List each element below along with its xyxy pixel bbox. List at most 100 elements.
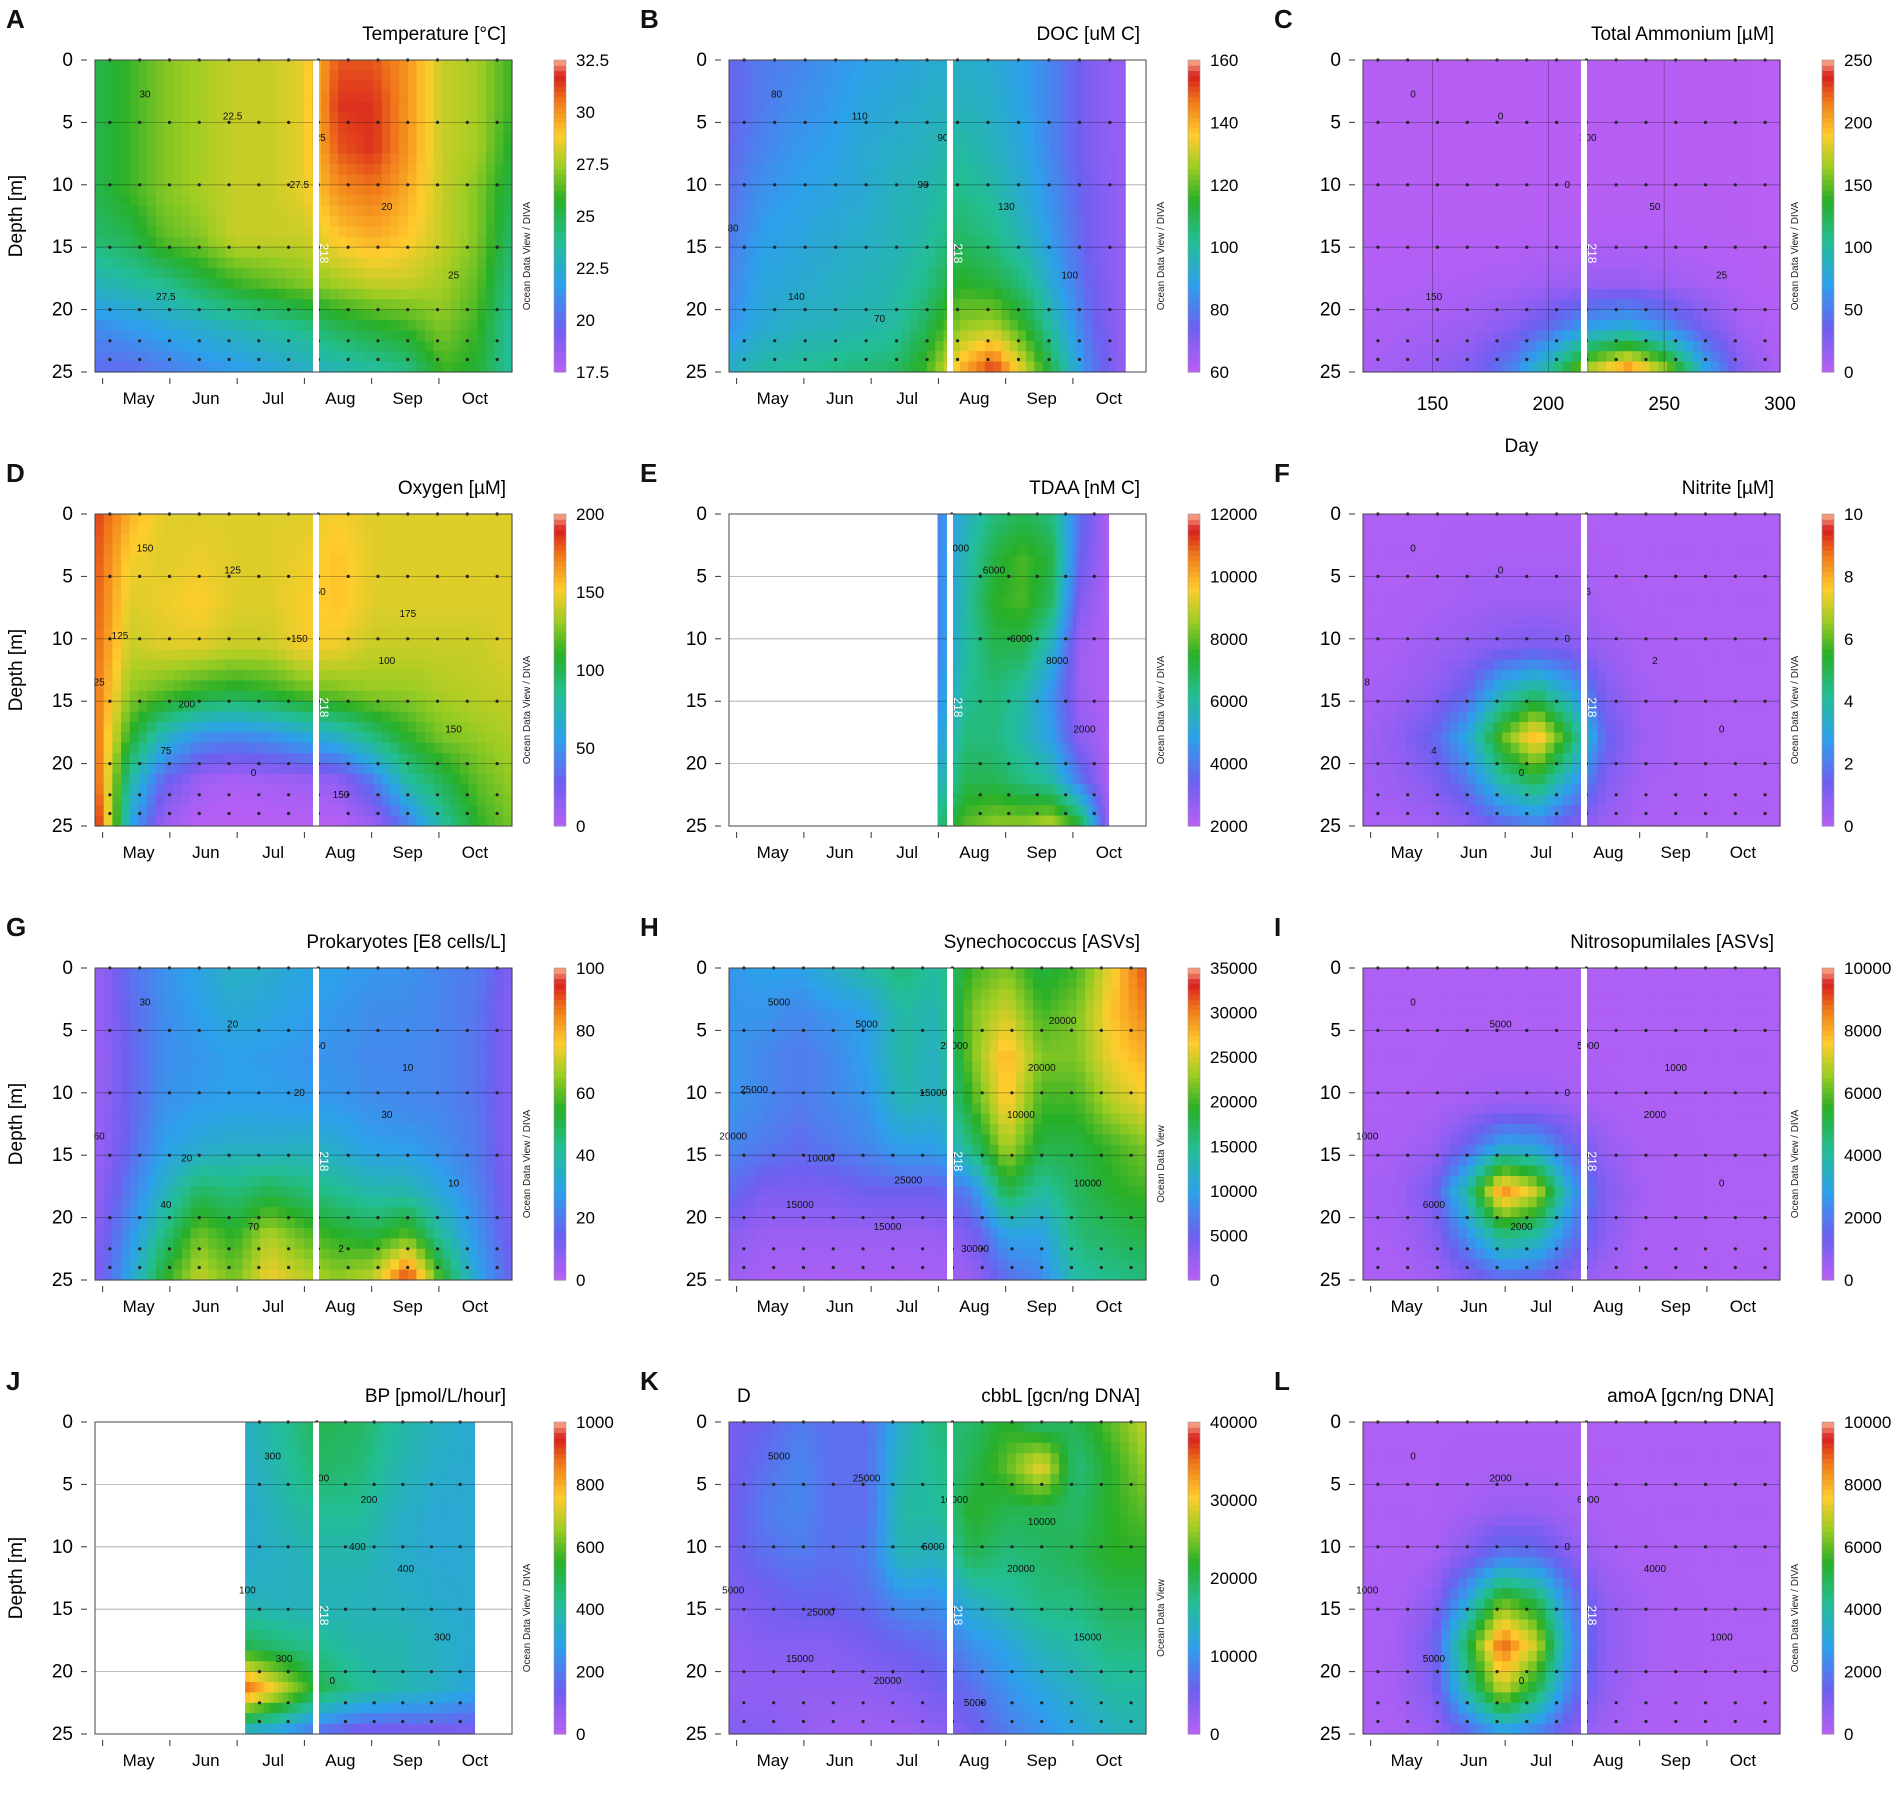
heatmap-field [95, 514, 513, 827]
heatmap-cell [1075, 330, 1085, 342]
colorbar-step [554, 80, 566, 87]
colorbar-step [1822, 304, 1834, 311]
heatmap-cell [935, 80, 945, 92]
heatmap-cell [268, 80, 279, 92]
heatmap-cell [95, 257, 105, 269]
heatmap-cell [968, 174, 978, 186]
heatmap-cell [95, 670, 105, 681]
heatmap-cell [112, 351, 122, 363]
heatmap-cell [737, 309, 747, 321]
heatmap-cell [425, 226, 435, 238]
heatmap-cell [381, 101, 391, 113]
heatmap-cell [234, 80, 244, 92]
heatmap-cell [234, 122, 244, 134]
heatmap-cell [1727, 174, 1738, 186]
heatmap-cell [729, 268, 738, 279]
sample-point [955, 245, 960, 249]
heatmap-cell [1067, 330, 1077, 342]
heatmap-cell [968, 351, 978, 363]
heatmap-cell [286, 247, 296, 259]
heatmap-cell [1536, 309, 1547, 321]
heatmap-cell [320, 80, 331, 92]
heatmap-cell [1484, 216, 1494, 227]
heatmap-cell [844, 143, 854, 155]
heatmap-cell [885, 174, 895, 186]
heatmap-cell [1475, 257, 1486, 269]
heatmap-cell [1467, 247, 1477, 259]
heatmap-cell [485, 257, 496, 269]
heatmap-cell [1614, 278, 1625, 290]
heatmap-cell [1009, 288, 1019, 300]
heatmap-cell [1363, 288, 1373, 300]
heatmap-cell [329, 236, 339, 248]
heatmap-cell [286, 101, 296, 113]
heatmap-cell [828, 236, 837, 248]
heatmap-cell [112, 268, 122, 279]
heatmap-cell [1658, 247, 1668, 259]
heatmap-cell [968, 91, 978, 103]
heatmap-cell [129, 278, 140, 290]
heatmap-cell [1432, 216, 1442, 227]
heatmap-cell [885, 268, 895, 279]
heatmap-cell [190, 60, 200, 71]
heatmap-cell [1092, 80, 1101, 92]
heatmap-cell [819, 195, 829, 207]
heatmap-cell [1042, 80, 1052, 92]
heatmap-cell [1389, 164, 1399, 175]
heatmap-cell [927, 122, 936, 134]
heatmap-cell [1658, 143, 1668, 155]
heatmap-cell [303, 268, 313, 279]
heatmap-cell [1116, 91, 1126, 103]
heatmap-cell [251, 361, 261, 373]
heatmap-cell [1545, 184, 1555, 196]
heatmap-cell [1571, 247, 1581, 259]
heatmap-cell [1009, 257, 1019, 269]
heatmap-cell [902, 195, 912, 207]
heatmap-cell [951, 143, 961, 155]
heatmap-cell [95, 361, 105, 373]
heatmap-cell [786, 70, 796, 82]
heatmap-cell [355, 309, 365, 321]
heatmap-cell [1536, 112, 1547, 123]
heatmap-cell [129, 330, 140, 342]
heatmap-cell [1588, 330, 1599, 342]
heatmap-cell [877, 174, 887, 186]
heatmap-cell [364, 351, 374, 363]
heatmap-cell [1001, 122, 1011, 134]
heatmap-cell [1623, 309, 1633, 321]
heatmap-cell [451, 91, 461, 103]
heatmap-cell [1493, 226, 1503, 238]
heatmap-cell [1597, 122, 1607, 134]
heatmap-cell [303, 205, 313, 217]
heatmap-cell [477, 226, 487, 238]
contour-label: 25 [315, 133, 327, 144]
heatmap-cell [1406, 330, 1416, 342]
sample-point [287, 357, 291, 362]
heatmap-cell [1727, 164, 1738, 175]
heatmap-cell [303, 257, 313, 269]
heatmap-cell [894, 195, 903, 207]
heatmap-cell [303, 351, 313, 363]
heatmap-cell [1588, 309, 1599, 321]
heatmap-cell [1693, 101, 1703, 113]
heatmap-cell [1001, 320, 1011, 331]
heatmap-cell [1623, 112, 1633, 123]
heatmap-cell [234, 351, 244, 363]
heatmap-cell [852, 216, 862, 227]
heatmap-cell [329, 153, 339, 165]
colorbar-step [1188, 91, 1200, 97]
heatmap-cell [181, 320, 192, 331]
heatmap-cell [277, 132, 287, 144]
heatmap-cell [190, 288, 200, 300]
heatmap-cell [976, 309, 986, 321]
heatmap-cell [346, 80, 357, 92]
heatmap-cell [1423, 257, 1434, 269]
heatmap-cell [1632, 174, 1642, 186]
sample-point [138, 245, 142, 249]
heatmap-cell [1571, 340, 1581, 352]
heatmap-cell [753, 60, 763, 71]
heatmap-cell [1406, 153, 1416, 165]
heatmap-cell [935, 60, 945, 71]
y-tick-label: 15 [1320, 237, 1341, 258]
heatmap-cell [346, 361, 357, 373]
